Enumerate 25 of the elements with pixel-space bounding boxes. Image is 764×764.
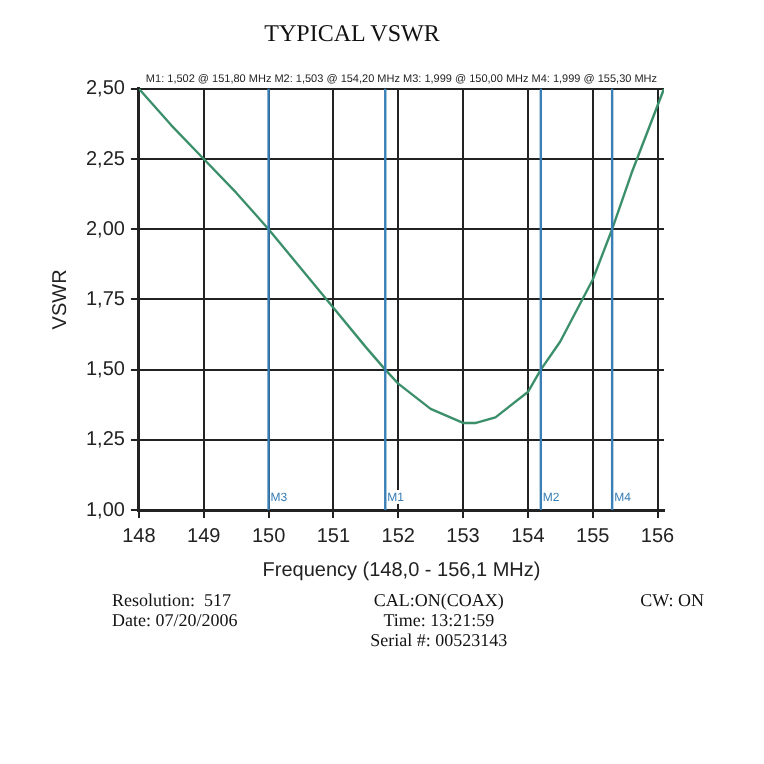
text: Resolution: 517: [112, 590, 234, 610]
x-tick-label: 155: [576, 525, 611, 548]
x-tick-label: 153: [446, 525, 481, 548]
y-tick-label: 1,50: [85, 359, 126, 382]
chart-title: TYPICAL VSWR: [264, 18, 440, 47]
y-tick-label: 2,50: [85, 78, 126, 101]
y-tick-label: 2,00: [85, 218, 126, 241]
x-tick-label: 154: [511, 525, 546, 548]
y-tick-label: 2,25: [85, 148, 126, 171]
y-axis-title: VSWR: [49, 269, 72, 330]
text: Serial #: 00523143: [370, 630, 508, 650]
x-tick-label: 156: [640, 525, 676, 548]
text: CAL:ON(COAX): [371, 590, 506, 610]
x-tick-label: 151: [316, 525, 351, 548]
x-tick-label: 149: [187, 525, 222, 548]
text: Date: 07/20/2006: [112, 610, 238, 630]
y-tick-label: 1,75: [85, 288, 126, 311]
y-tick-label: 1,00: [85, 499, 126, 522]
x-axis-title: Frequency (148,0 - 156,1 MHz): [262, 559, 541, 582]
text: Time: 13:21:59: [381, 610, 497, 630]
x-tick-label: 152: [381, 525, 416, 548]
x-tick-label: 148: [122, 525, 157, 548]
x-tick-label: 150: [251, 525, 287, 548]
y-tick-label: 1,25: [85, 429, 126, 452]
text: CW: ON: [640, 590, 704, 610]
